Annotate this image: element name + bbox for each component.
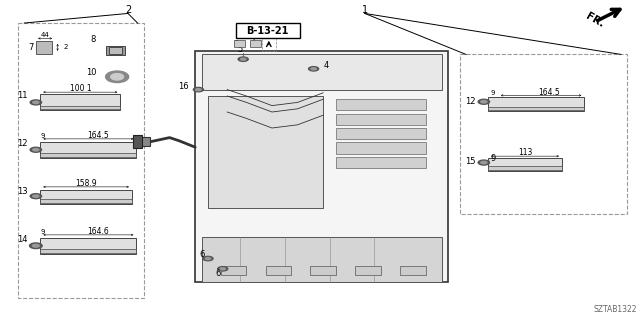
Circle shape <box>480 161 488 164</box>
Bar <box>236 23 300 38</box>
Circle shape <box>29 99 42 106</box>
Bar <box>40 249 136 253</box>
Text: 158.9: 158.9 <box>76 179 97 188</box>
Bar <box>310 266 336 275</box>
Circle shape <box>106 71 129 83</box>
Circle shape <box>205 257 211 260</box>
Text: 11: 11 <box>17 92 28 100</box>
Bar <box>234 40 245 47</box>
Bar <box>140 137 150 146</box>
Text: 164.5: 164.5 <box>538 88 560 97</box>
Text: 164.6: 164.6 <box>87 227 109 236</box>
Bar <box>488 166 562 170</box>
Bar <box>40 199 132 203</box>
Bar <box>202 54 442 90</box>
Bar <box>40 94 120 110</box>
Bar <box>336 157 426 168</box>
Circle shape <box>111 74 124 80</box>
Text: B-13-21: B-13-21 <box>246 26 289 36</box>
Text: 2: 2 <box>64 44 68 50</box>
Text: 9: 9 <box>40 229 45 235</box>
Bar <box>106 46 125 55</box>
Bar <box>40 142 136 158</box>
Text: 2: 2 <box>125 5 131 15</box>
Text: 9: 9 <box>490 91 495 96</box>
Bar <box>336 114 426 125</box>
Bar <box>400 266 426 275</box>
Text: SZTAB1322: SZTAB1322 <box>593 305 637 314</box>
Text: 12: 12 <box>465 97 476 106</box>
Bar <box>336 128 426 139</box>
Circle shape <box>32 194 40 198</box>
Text: 4: 4 <box>323 61 328 70</box>
Bar <box>488 97 584 111</box>
Text: 6: 6 <box>215 269 220 278</box>
Bar <box>221 266 246 275</box>
Text: 3: 3 <box>249 38 254 47</box>
Circle shape <box>310 67 317 70</box>
Bar <box>336 142 426 154</box>
Text: 9: 9 <box>490 154 495 163</box>
Bar <box>36 41 52 54</box>
Bar <box>18 23 144 298</box>
Text: 10: 10 <box>86 68 97 77</box>
Text: 7: 7 <box>29 43 34 52</box>
Text: 100 1: 100 1 <box>70 84 91 93</box>
Text: FR.: FR. <box>584 11 606 29</box>
Text: 16: 16 <box>178 82 189 91</box>
Bar <box>262 37 276 51</box>
Text: 5: 5 <box>237 45 243 54</box>
Circle shape <box>195 88 202 91</box>
Text: 113: 113 <box>518 148 532 157</box>
Bar <box>109 47 122 54</box>
Text: 15: 15 <box>465 157 476 166</box>
Circle shape <box>480 100 488 104</box>
Bar <box>208 96 323 208</box>
Circle shape <box>202 256 214 261</box>
Bar <box>195 51 448 282</box>
Bar <box>355 266 381 275</box>
Bar <box>40 153 136 157</box>
Bar <box>336 99 426 110</box>
Circle shape <box>32 100 40 104</box>
Text: 8: 8 <box>91 36 96 44</box>
Text: 3: 3 <box>233 40 238 49</box>
Circle shape <box>477 159 490 166</box>
Bar <box>488 107 584 110</box>
Text: 13: 13 <box>17 187 28 196</box>
Bar <box>202 237 442 282</box>
Bar <box>40 190 132 204</box>
Bar <box>40 106 120 109</box>
Text: 164.5: 164.5 <box>87 131 109 140</box>
Circle shape <box>220 267 226 270</box>
Circle shape <box>217 266 228 272</box>
Text: 6: 6 <box>199 250 204 259</box>
Circle shape <box>29 242 43 249</box>
Text: 44: 44 <box>41 32 50 38</box>
Circle shape <box>477 99 490 105</box>
Bar <box>40 238 136 254</box>
Text: 9: 9 <box>40 133 45 139</box>
Circle shape <box>193 87 204 92</box>
Circle shape <box>29 193 42 199</box>
Circle shape <box>240 58 246 61</box>
Bar <box>266 266 291 275</box>
Text: 12: 12 <box>17 139 28 148</box>
Text: 14: 14 <box>17 235 28 244</box>
Bar <box>488 158 562 171</box>
Text: 1: 1 <box>362 5 368 15</box>
Circle shape <box>29 147 42 153</box>
Bar <box>133 135 142 148</box>
Circle shape <box>32 148 40 152</box>
Bar <box>460 54 627 214</box>
Circle shape <box>31 244 40 248</box>
Circle shape <box>237 56 249 62</box>
Bar <box>250 40 261 47</box>
Circle shape <box>308 66 319 72</box>
